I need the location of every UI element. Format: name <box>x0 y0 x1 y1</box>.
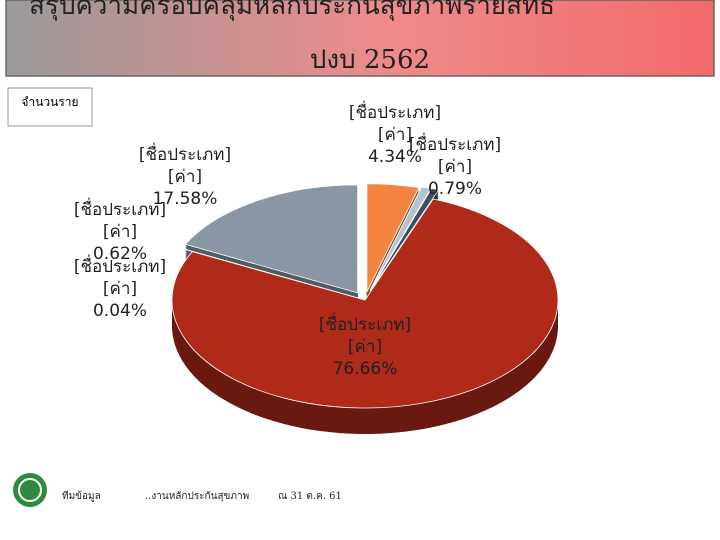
label-placeholder: [ค่า] <box>103 222 137 242</box>
slice <box>184 248 358 299</box>
label-category: [ชื่อประเภท] <box>319 312 411 335</box>
footer-text: ทีมข้อมูล <box>62 490 101 502</box>
slice <box>369 186 432 292</box>
label-value: 4.34% <box>368 147 422 167</box>
label-placeholder: [ค่า] <box>348 337 382 357</box>
label-value: 76.66% <box>333 359 398 379</box>
logo-ring <box>18 478 42 502</box>
footer-text: ณ 31 ต.ค. 61 <box>278 491 342 502</box>
slice <box>370 188 440 292</box>
data-label: [ชื่อประเภท] [ค่า] 0.79% <box>409 132 501 199</box>
footer-text: ..งานหลักประกันสุขภาพ <box>145 491 249 502</box>
data-label: [ชื่อประเภท] [ค่า] 17.58% <box>139 142 231 209</box>
data-label: [ชื่อประเภท] [ค่า] 0.62% <box>74 197 166 264</box>
label-category: [ชื่อประเภท] <box>74 254 166 277</box>
label-placeholder: [ค่า] <box>103 279 137 299</box>
data-label: [ชื่อประเภท] [ค่า] 0.04% <box>74 254 166 321</box>
slice <box>184 184 359 294</box>
unit-box <box>7 87 93 127</box>
label-category: [ชื่อประเภท] <box>409 132 501 155</box>
chart-subtitle: ปงบ 2562 <box>310 45 430 75</box>
label-value: 0.04% <box>93 301 147 321</box>
slice <box>366 183 420 292</box>
label-placeholder: [ค่า] <box>378 125 412 145</box>
title-banner <box>5 0 715 77</box>
label-category: [ชื่อประเภท] <box>139 142 231 165</box>
label-placeholder: [ค่า] <box>438 157 472 177</box>
label-value: 17.58% <box>153 189 218 209</box>
chart-title: สรุปความครอบคลุมหลักประกันสุขภาพรายสิทธิ <box>29 0 555 21</box>
label-category: [ชื่อประเภท] <box>74 197 166 220</box>
data-label: [ชื่อประเภท] [ค่า] 76.66% <box>319 312 411 379</box>
label-value: 0.79% <box>428 179 482 199</box>
slice <box>171 198 559 409</box>
label-value: 0.62% <box>93 244 147 264</box>
label-placeholder: [ค่า] <box>168 167 202 187</box>
label-category: [ชื่อประเภท] <box>349 100 441 123</box>
unit-label: จำนวนราย <box>21 95 78 109</box>
data-label: [ชื่อประเภท] [ค่า] 4.34% <box>349 100 441 167</box>
logo <box>13 473 47 507</box>
pie <box>171 183 559 434</box>
